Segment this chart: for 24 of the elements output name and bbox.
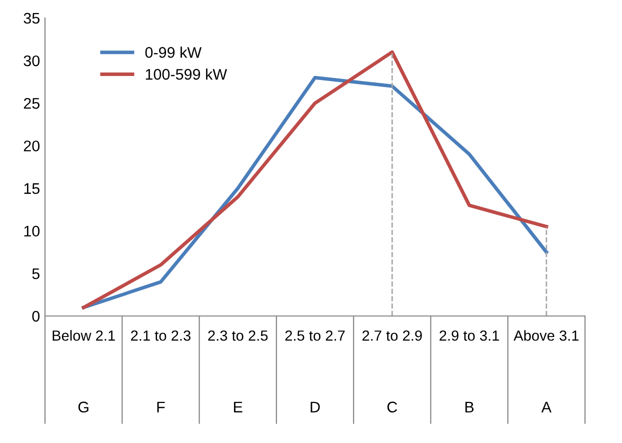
y-tick-label: 5 [32,268,40,280]
x-tick-label: Above 3.1 [514,330,579,341]
y-tick-label: 20 [24,140,40,152]
text: B [465,402,474,412]
text: E [234,402,242,412]
y-tick-label: 10 [24,226,40,237]
x-tick-label: 2.3 to 2.5 [208,330,268,341]
x-tick-label: 2.9 to 3.1 [440,330,499,341]
y-tick-label: 35 [24,12,40,24]
y-tick-label: 15 [24,183,40,194]
x-tick-label: 2.5 to 2.7 [285,330,345,341]
text: A [541,402,552,412]
legend-label: 100-599 kW [146,68,228,80]
text: D [310,402,320,412]
text: F [157,402,165,412]
text: C [387,402,398,412]
x-tick-label: 2.7 to 2.9 [362,330,422,341]
y-tick-label: 25 [24,98,40,109]
x-tick-label: Below 2.1 [52,330,115,341]
y-tick-label: 30 [24,55,40,66]
x-tick-label: 2.1 to 2.3 [131,330,190,341]
legend-label: 0-99 kW [145,46,202,58]
y-tick-label: 0 [32,310,40,322]
text: G [78,402,88,412]
